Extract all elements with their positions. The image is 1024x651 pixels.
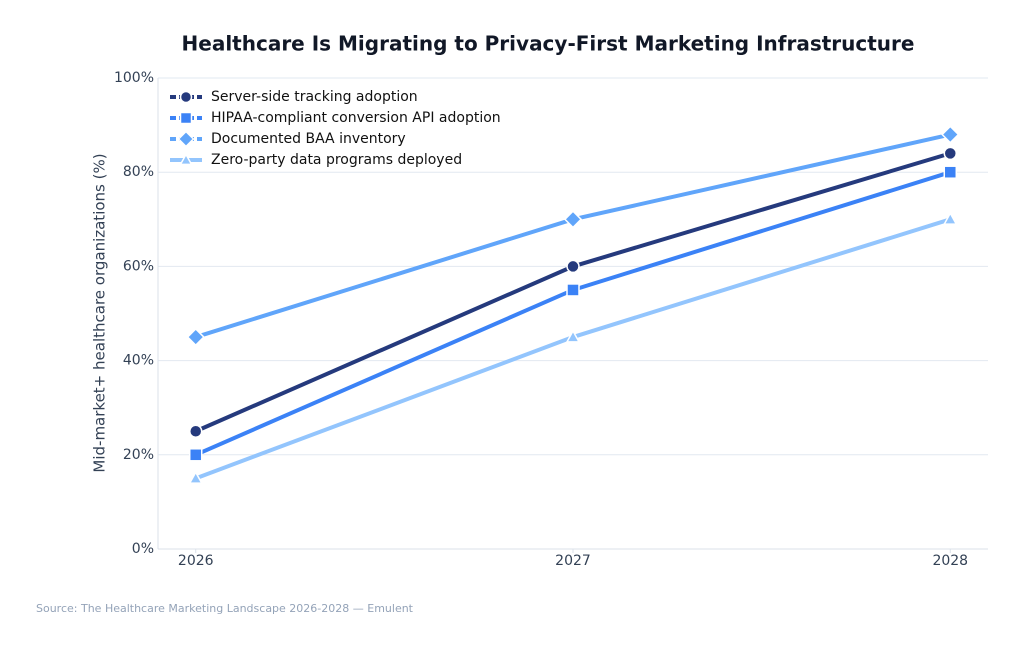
legend-label: Server-side tracking adoption — [211, 89, 418, 105]
point — [941, 125, 960, 144]
legend-marker — [179, 90, 193, 104]
legend-label: HIPAA-compliant conversion API adoption — [211, 110, 501, 126]
point — [563, 210, 583, 229]
point — [566, 259, 580, 274]
point — [942, 211, 958, 225]
x-tick-label: 2026 — [178, 553, 214, 569]
y-tick-label: 100% — [114, 70, 154, 86]
chart-title: Healthcare Is Migrating to Privacy-First… — [182, 32, 915, 56]
y-axis-label: Mid-market+ healthcare organizations (%) — [91, 153, 109, 472]
y-tick-label: 20% — [123, 447, 154, 463]
x-tick-label: 2027 — [555, 553, 591, 569]
point — [943, 165, 958, 179]
legend-marker — [179, 152, 193, 166]
y-tick-label: 80% — [123, 164, 154, 180]
legend-marker — [179, 111, 193, 125]
legend-label: Documented BAA inventory — [211, 131, 406, 147]
point — [943, 146, 958, 161]
point — [188, 470, 204, 484]
source-note: Source: The Healthcare Marketing Landsca… — [36, 602, 414, 615]
legend-label: Zero-party data programs deployed — [211, 152, 462, 168]
x-tick-label: 2028 — [932, 553, 968, 569]
legend-marker — [177, 130, 195, 148]
point — [188, 424, 203, 438]
line — [195, 217, 951, 481]
point — [188, 448, 203, 462]
y-tick-label: 40% — [123, 353, 154, 369]
point — [565, 329, 581, 343]
y-tick-label: 60% — [123, 258, 154, 274]
point — [566, 283, 580, 297]
y-tick-label: 0% — [132, 541, 154, 557]
point — [186, 327, 205, 347]
